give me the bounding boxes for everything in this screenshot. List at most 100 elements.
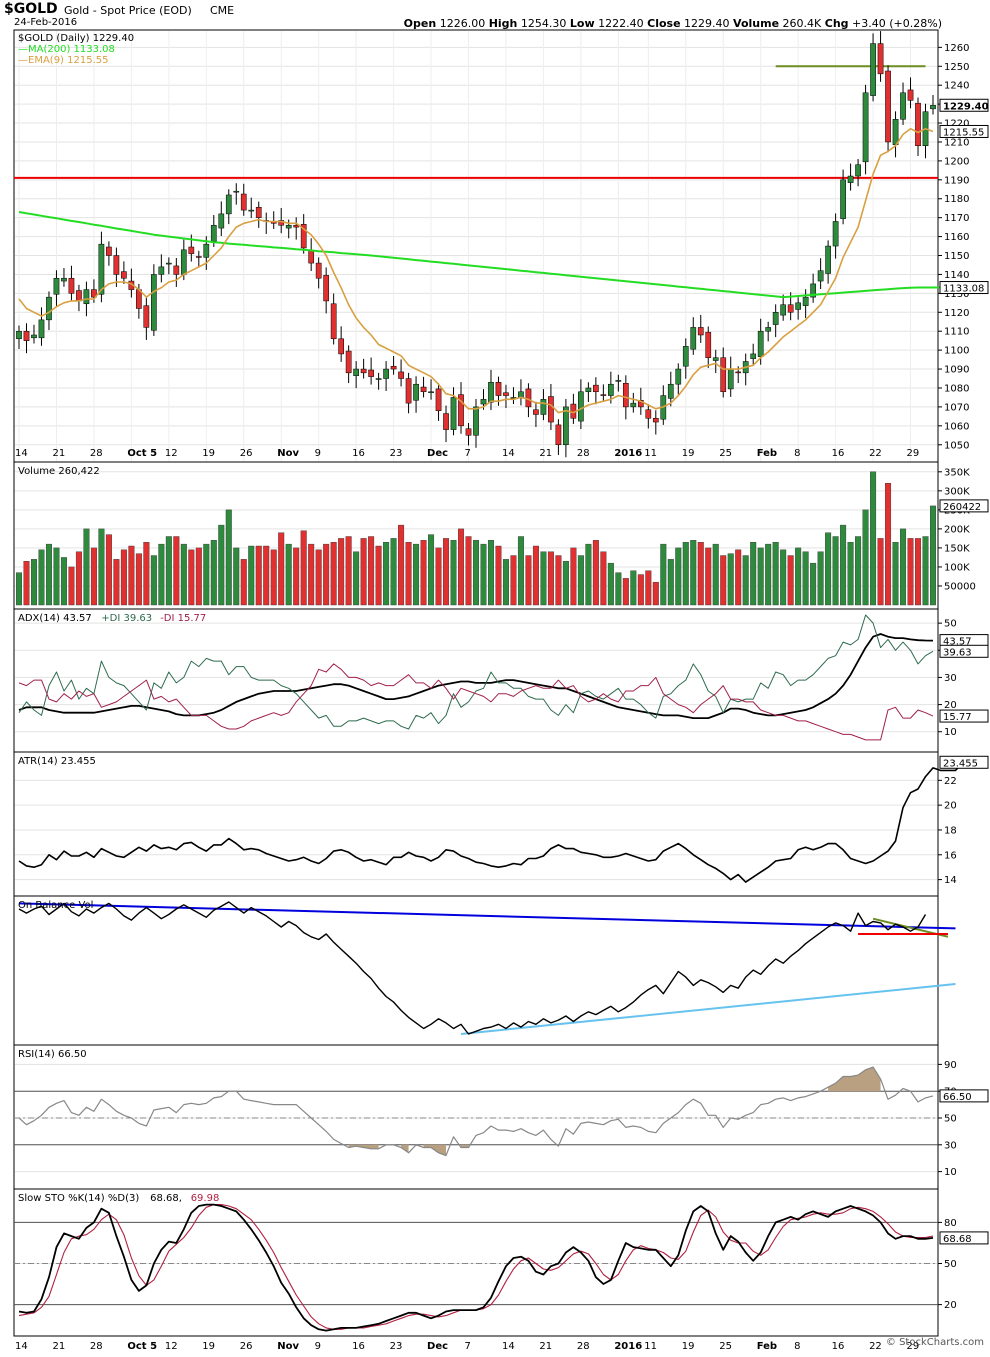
candle-up — [690, 327, 697, 350]
candle-down — [143, 305, 150, 328]
volume-bar — [75, 551, 82, 606]
price-tick-label: 1140 — [944, 270, 969, 281]
candle-up — [233, 190, 240, 193]
x-axis-label: 23 — [390, 448, 403, 459]
chart-exchange: CME — [210, 4, 235, 17]
candle-up — [165, 262, 172, 265]
open-label: Open — [403, 17, 437, 30]
candle-up — [158, 266, 165, 275]
volume-bar — [675, 547, 682, 606]
volume-bar — [922, 536, 929, 606]
volume-bar — [218, 524, 225, 606]
candle-up — [578, 391, 584, 422]
x-axis-label: 29 — [907, 448, 920, 459]
candle-down — [91, 289, 97, 298]
atr-line — [18, 761, 964, 883]
x-axis-label: 12 — [165, 448, 178, 459]
close-value: 1229.40 — [684, 17, 730, 30]
bottom-x-axis-label: Nov — [277, 1341, 299, 1352]
volume-bar — [240, 559, 247, 606]
candle-up — [802, 296, 809, 306]
volume-bar — [60, 557, 67, 606]
candle-up — [180, 249, 187, 275]
ema9-line — [18, 127, 934, 414]
price-tick-label: 1220 — [944, 119, 969, 130]
candle-down — [907, 89, 914, 101]
candle-up — [817, 270, 824, 282]
volume-tick-label: 300K — [944, 486, 970, 497]
volume-bar — [877, 538, 884, 606]
candle-down — [885, 70, 891, 143]
volume-bar — [577, 555, 584, 606]
bottom-x-axis-label: 12 — [165, 1341, 178, 1352]
volume-bar — [510, 555, 517, 606]
x-axis-label: 21 — [52, 448, 65, 459]
open-value: 1226.00 — [439, 17, 486, 30]
candle-up — [540, 399, 547, 415]
slow_sto-tick-label: 80 — [944, 1218, 957, 1229]
volume-bar — [203, 543, 210, 606]
candle-up — [682, 346, 689, 367]
candle-up — [585, 387, 592, 393]
price-value-tag: 1133.08 — [943, 284, 984, 295]
candle-down — [458, 394, 464, 427]
adx-value-tag-box — [939, 709, 989, 723]
volume-bar — [547, 551, 554, 606]
candle-up — [210, 224, 217, 242]
price-value-tag-box — [939, 98, 989, 112]
volume-bar — [300, 530, 307, 606]
bottom-x-axis-label: 16 — [832, 1341, 845, 1352]
candle-up — [83, 289, 90, 305]
volume-tick-label: 200K — [944, 524, 970, 535]
x-axis-label: 14 — [502, 448, 515, 459]
bottom-x-axis-label: 23 — [390, 1341, 403, 1352]
candle-up — [450, 397, 457, 430]
volume-bar — [165, 536, 172, 606]
candle-up — [488, 382, 494, 403]
volume-bar — [585, 543, 592, 606]
rsi-value-tag: 66.50 — [943, 1092, 972, 1103]
candle-down — [787, 304, 794, 313]
obv-trendline-blue — [18, 902, 956, 930]
adx-tick-label: 20 — [944, 700, 957, 711]
volume-bar — [90, 547, 97, 606]
candle-down — [652, 418, 659, 423]
volume-bar — [525, 555, 532, 606]
candle-down — [503, 392, 509, 396]
x-axis-label: 19 — [682, 448, 695, 459]
volume-bar — [900, 528, 907, 606]
candle-up — [203, 243, 210, 258]
volume-bar — [787, 555, 794, 606]
candle-up — [518, 391, 524, 398]
atr-tick-label: 22 — [944, 776, 957, 787]
candle-up — [855, 164, 861, 177]
candle-up — [353, 368, 359, 376]
volume-bar — [795, 547, 802, 606]
price-tick-label: 1130 — [944, 289, 969, 300]
volume-bar — [532, 545, 539, 606]
x-axis-label: 7 — [465, 448, 471, 459]
legend-entry: RSI(14) 66.50 — [18, 1049, 87, 1060]
volume-bar — [930, 505, 937, 606]
bottom-x-axis-label: 9 — [315, 1341, 321, 1352]
legend-entry: Slow STO %K(14) %D(3) — [18, 1193, 139, 1204]
bottom-x-axis-label: Feb — [757, 1341, 777, 1352]
volume-bar — [705, 547, 712, 606]
candle-down — [735, 371, 742, 374]
candle-down — [308, 250, 315, 264]
candle-down — [300, 224, 307, 249]
volume-bar — [592, 540, 599, 606]
adx-value-tag-box — [939, 644, 989, 658]
atr-tick-label: 14 — [944, 875, 957, 886]
bottom-x-axis-label: 16 — [352, 1341, 365, 1352]
candle-up — [750, 353, 757, 359]
chg-value: +3.40 (+0.28%) — [852, 17, 942, 30]
volume-bar — [435, 547, 442, 606]
candle-up — [16, 330, 22, 340]
volume-bar — [38, 549, 45, 606]
legend-entry: —EMA(9) 1215.55 — [18, 55, 108, 66]
volume-bar — [473, 540, 480, 606]
rsi-tick-label: 30 — [944, 1140, 957, 1151]
volume-bar — [780, 549, 787, 606]
chart-instrument-name: Gold - Spot Price (EOD) — [64, 4, 192, 17]
